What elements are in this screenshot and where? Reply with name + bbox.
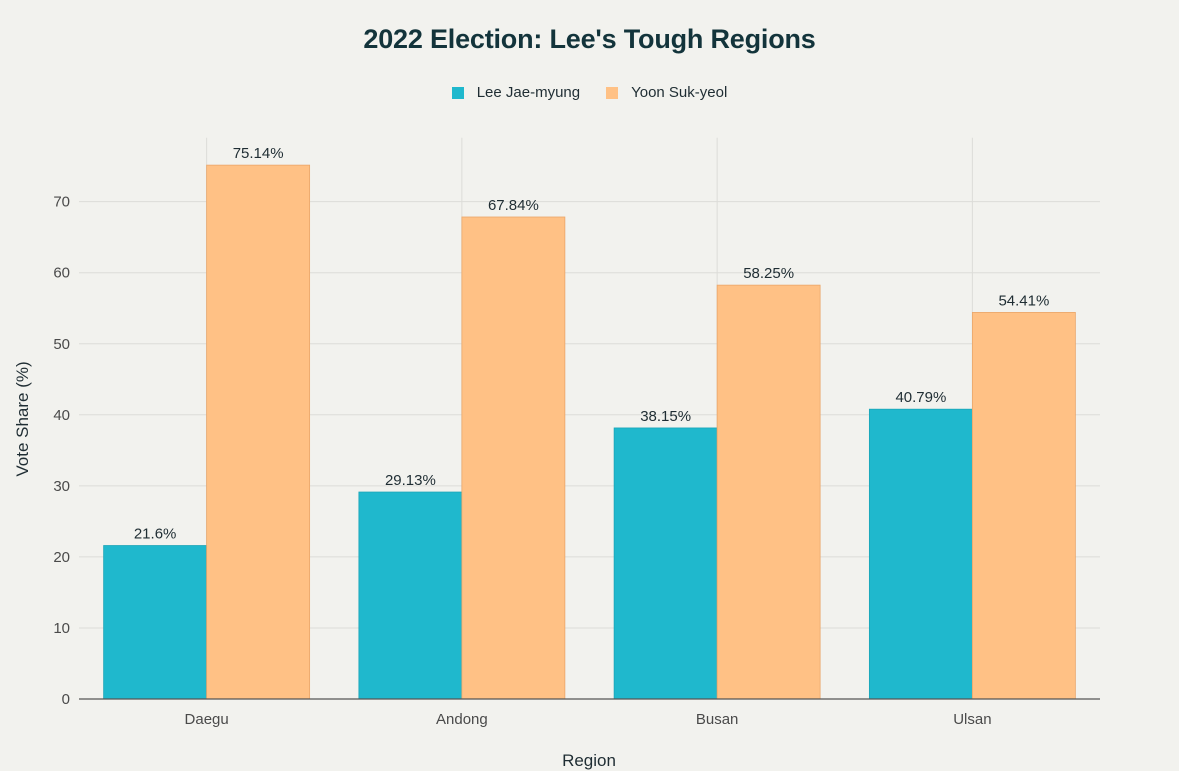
y-tick-label: 60 bbox=[53, 265, 70, 282]
bar-yoon-suk-yeol-busan bbox=[716, 284, 821, 700]
data-labels: 21.6% 75.14% 29.13% 67.84% 38.15% 58.25% 40.79… bbox=[134, 145, 1049, 542]
bar-yoon-suk-yeol-andong bbox=[461, 216, 566, 700]
legend-swatch-lee bbox=[451, 86, 464, 99]
x-tick-label: Ulsan bbox=[953, 711, 991, 728]
bar-lee-jae-myung-busan bbox=[613, 427, 718, 700]
data-label: 58.25% bbox=[743, 265, 794, 282]
data-label: 40.79% bbox=[895, 389, 946, 406]
legend-label-lee: Lee Jae-myung bbox=[476, 84, 581, 101]
bar-yoon-suk-yeol-ulsan bbox=[971, 312, 1076, 700]
y-tick-label: 40 bbox=[53, 407, 70, 424]
y-axis-title: Vote Share (%) bbox=[13, 361, 32, 476]
bar-lee-jae-myung-daegu bbox=[103, 545, 208, 700]
y-tick-label: 70 bbox=[53, 194, 70, 211]
data-label: 38.15% bbox=[640, 408, 691, 425]
legend-item-yoon[interactable]: Yoon Suk-yeol bbox=[606, 84, 727, 101]
legend-item-lee[interactable]: Lee Jae-myung bbox=[451, 84, 581, 101]
legend: Lee Jae-myung Yoon Suk-yeol bbox=[0, 84, 1179, 101]
x-tick-label: Daegu bbox=[185, 711, 229, 728]
data-label: 54.41% bbox=[998, 292, 1049, 309]
axes: 0 10 20 30 40 50 60 70 Daegu Andong Busan Ulsan bbox=[53, 194, 1100, 728]
y-tick-label: 50 bbox=[53, 336, 70, 353]
legend-label-yoon: Yoon Suk-yeol bbox=[631, 84, 728, 101]
legend-swatch-yoon bbox=[606, 86, 619, 99]
data-label: 67.84% bbox=[488, 197, 539, 214]
bar-lee-jae-myung-ulsan bbox=[868, 408, 973, 700]
bar-yoon-suk-yeol-daegu bbox=[206, 164, 311, 700]
bars bbox=[103, 164, 1076, 700]
data-label: 29.13% bbox=[385, 472, 436, 489]
y-tick-label: 10 bbox=[53, 620, 70, 637]
x-tick-label: Andong bbox=[436, 711, 488, 728]
data-label: 75.14% bbox=[233, 145, 284, 162]
x-axis-title: Region bbox=[562, 751, 616, 770]
x-tick-label: Busan bbox=[696, 711, 739, 728]
y-tick-label: 0 bbox=[62, 691, 70, 708]
chart-title: 2022 Election: Lee's Tough Regions bbox=[363, 24, 816, 54]
y-tick-label: 20 bbox=[53, 549, 70, 566]
data-label: 21.6% bbox=[134, 526, 177, 543]
y-tick-label: 30 bbox=[53, 478, 70, 495]
bar-lee-jae-myung-andong bbox=[358, 491, 463, 700]
